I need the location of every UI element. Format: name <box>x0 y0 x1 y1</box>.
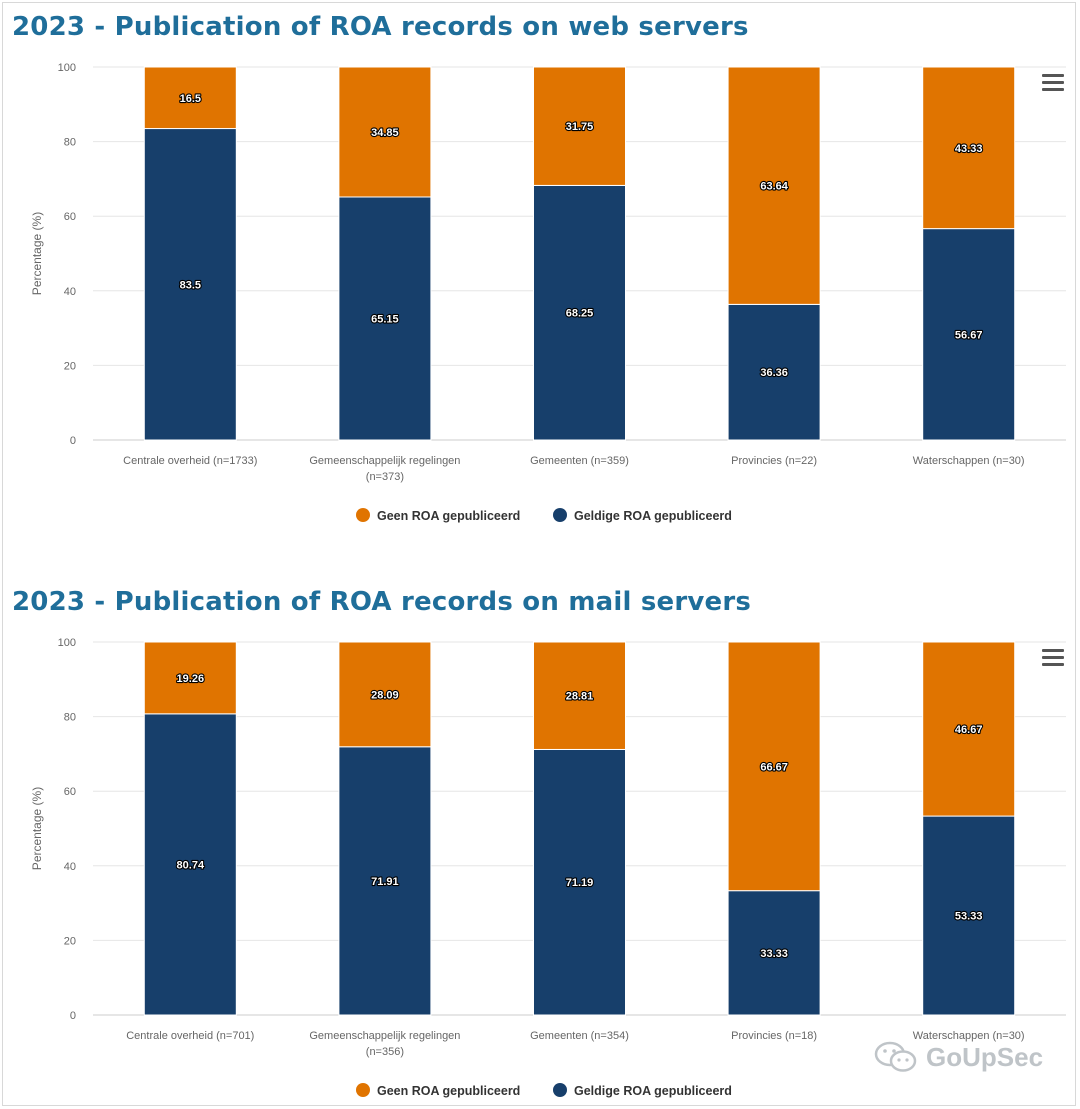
data-label: 16.5 <box>180 93 201 105</box>
legend-item[interactable]: Geldige ROA gepubliceerd <box>553 1083 732 1098</box>
chart-menu-icon[interactable] <box>1042 649 1064 667</box>
bar-segment-geen[interactable] <box>727 641 821 892</box>
y-tick-label: 0 <box>70 435 76 447</box>
x-tick-label: Centrale overheid (n=701) <box>126 1030 254 1042</box>
y-tick-label: 40 <box>64 861 76 873</box>
x-tick-label: Provincies (n=22) <box>731 455 817 467</box>
y-axis-label: Percentage (%) <box>30 787 44 870</box>
x-tick-label: (n=356) <box>366 1046 404 1058</box>
bar-segment-geldige[interactable] <box>143 128 237 441</box>
data-label: 43.33 <box>955 143 983 155</box>
legend-label: Geen ROA gepubliceerd <box>377 1084 520 1098</box>
bar-segment-geen[interactable] <box>533 66 626 186</box>
mail-servers-chart: 0 20 40 60 80 100 Percentage (%) 80.74 19.26 Cent… <box>30 637 1066 1098</box>
legend-label: Geen ROA gepubliceerd <box>377 509 520 523</box>
x-tick-label: (n=373) <box>366 471 404 483</box>
y-tick-label: 80 <box>64 137 76 149</box>
bar-segment-geen[interactable] <box>727 66 821 305</box>
bar-segment-geen[interactable] <box>338 641 432 748</box>
legend-item[interactable]: Geen ROA gepubliceerd <box>356 508 520 523</box>
data-label: 66.67 <box>760 761 788 773</box>
bar-segment-geen[interactable] <box>143 641 237 715</box>
data-label: 19.26 <box>177 673 205 685</box>
bar-segment-geen[interactable] <box>533 641 626 750</box>
data-label: 68.25 <box>566 308 594 320</box>
data-label: 28.81 <box>566 691 594 703</box>
legend-marker <box>356 508 370 522</box>
data-label: 36.36 <box>760 367 788 379</box>
bar-segment-geldige[interactable] <box>922 228 1016 441</box>
y-axis-label: Percentage (%) <box>30 212 44 295</box>
bar-segment-geen[interactable] <box>922 641 1016 817</box>
x-tick-label: Gemeenschappelijk regelingen <box>309 1030 460 1042</box>
y-tick-label: 80 <box>64 712 76 724</box>
data-label: 80.74 <box>177 859 205 871</box>
bar-segment-geen[interactable] <box>143 66 237 130</box>
bar-segment-geldige[interactable] <box>533 184 626 441</box>
legend-marker <box>553 1083 567 1097</box>
bar-segment-geldige[interactable] <box>533 748 626 1016</box>
bar-segment-geen[interactable] <box>922 66 1016 230</box>
chart-menu-icon[interactable] <box>1042 74 1064 92</box>
y-tick-label: 60 <box>64 786 76 798</box>
bar-segment-geldige[interactable] <box>727 890 821 1016</box>
data-label: 46.67 <box>955 724 983 736</box>
y-tick-label: 40 <box>64 286 76 298</box>
data-label: 83.5 <box>180 279 201 291</box>
web-servers-chart: 0 20 40 60 80 100 Percentage (%) 83.5 16.5 Centra… <box>30 62 1066 523</box>
y-tick-label: 100 <box>58 637 76 649</box>
bar-segment-geldige[interactable] <box>727 303 821 441</box>
data-label: 34.85 <box>371 127 399 139</box>
x-tick-label: Gemeenten (n=354) <box>530 1030 629 1042</box>
bar-segment-geen[interactable] <box>338 66 432 198</box>
watermark: GoUpSec <box>874 1040 1043 1074</box>
legend-item[interactable]: Geldige ROA gepubliceerd <box>553 508 732 523</box>
data-label: 63.64 <box>760 181 788 193</box>
legend-item[interactable]: Geen ROA gepubliceerd <box>356 1083 520 1098</box>
x-tick-label: Centrale overheid (n=1733) <box>123 455 257 467</box>
y-tick-label: 20 <box>64 935 76 947</box>
legend-label: Geldige ROA gepubliceerd <box>574 509 732 523</box>
y-tick-label: 0 <box>70 1010 76 1022</box>
x-tick-label: Provincies (n=18) <box>731 1030 817 1042</box>
legend-marker <box>553 508 567 522</box>
x-tick-label: Gemeenschappelijk regelingen <box>309 455 460 467</box>
data-label: 65.15 <box>371 313 399 325</box>
x-tick-label: Waterschappen (n=30) <box>913 455 1025 467</box>
data-label: 33.33 <box>760 948 788 960</box>
y-tick-label: 100 <box>58 62 76 74</box>
legend-label: Geldige ROA gepubliceerd <box>574 1084 732 1098</box>
watermark-text: GoUpSec <box>926 1041 1044 1072</box>
data-label: 28.09 <box>371 689 399 701</box>
data-label: 31.75 <box>566 121 594 133</box>
wechat-bubbles-icon <box>874 1041 917 1072</box>
x-tick-label: Waterschappen (n=30) <box>913 1030 1025 1042</box>
chart-title-web: 2023 - Publication of ROA records on web… <box>12 12 749 42</box>
data-label: 71.91 <box>371 876 399 888</box>
y-tick-label: 20 <box>64 360 76 372</box>
chart-title-mail: 2023 - Publication of ROA records on mai… <box>12 587 752 617</box>
data-label: 56.67 <box>955 329 983 341</box>
data-label: 71.19 <box>566 877 594 889</box>
data-label: 53.33 <box>955 911 983 923</box>
legend-marker <box>356 1083 370 1097</box>
bar-segment-geldige[interactable] <box>338 746 432 1016</box>
bar-segment-geldige[interactable] <box>338 196 432 441</box>
bar-segment-geldige[interactable] <box>143 713 237 1016</box>
y-tick-label: 60 <box>64 211 76 223</box>
x-tick-label: Gemeenten (n=359) <box>530 455 629 467</box>
